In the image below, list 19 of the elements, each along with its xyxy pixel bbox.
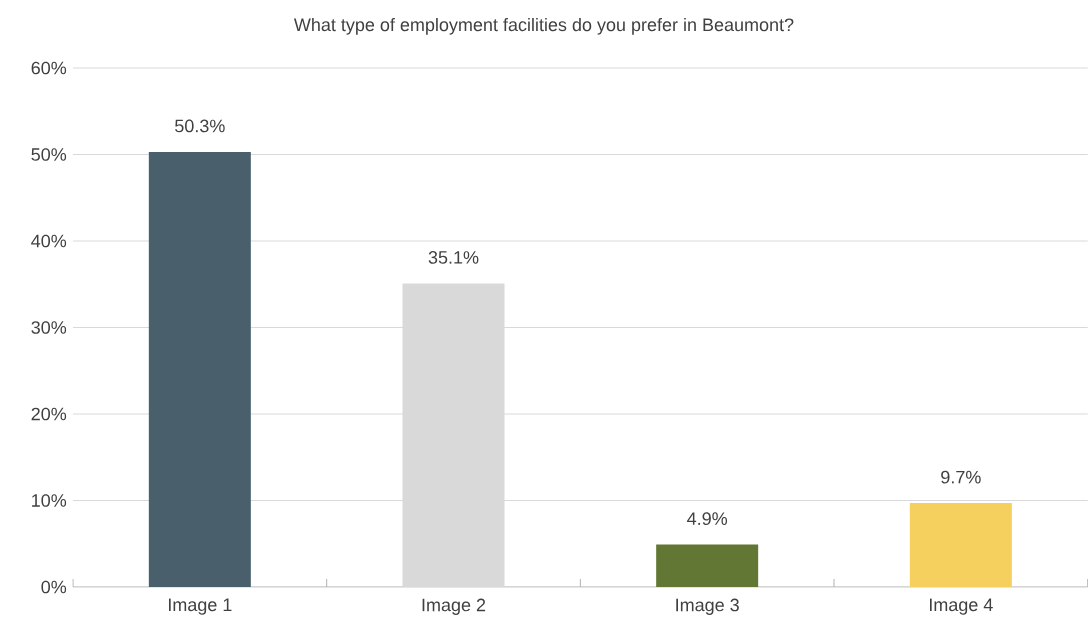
data-label: 9.7% [941,470,981,484]
x-tick-label: Image 3 [676,598,739,615]
chart-title: What type of employment facilities do you prefer in Beaumont? [293,17,794,35]
y-tick-label: 10% [32,494,67,507]
x-tick-label: Image 2 [422,598,486,615]
bar [148,151,251,587]
y-tick-label: 50% [31,148,67,161]
data-label: 50.3% [175,119,225,133]
y-tick-label: 30% [31,321,67,334]
bar [656,544,759,587]
data-label: 35.1% [428,251,479,264]
bar [909,503,1012,587]
y-tick-label: 20% [31,407,67,421]
x-tick-label: Image 1 [168,598,232,615]
x-tick-label: Image 4 [929,598,993,615]
y-tick-label: 0% [41,580,67,594]
data-label: 4.9% [687,512,728,526]
y-tick-label: 60% [31,61,67,75]
y-tick-label: 40% [31,234,67,248]
